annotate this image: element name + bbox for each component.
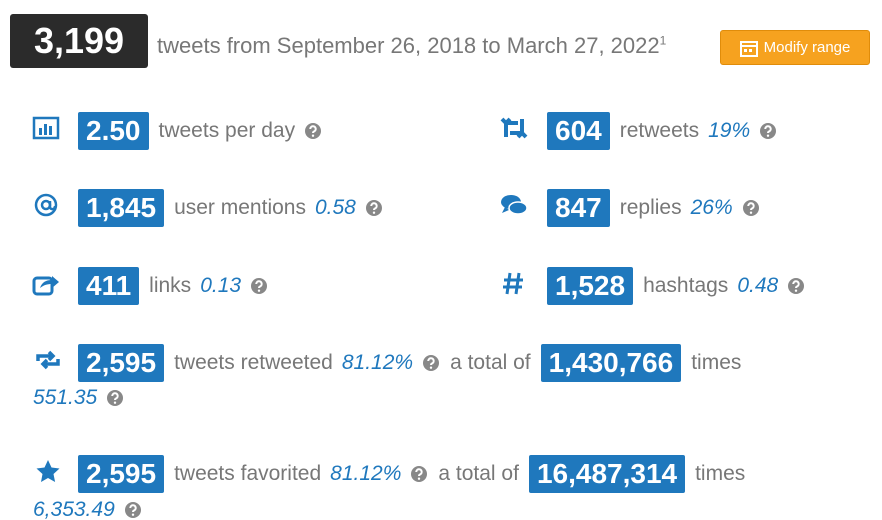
help-icon — [410, 462, 428, 486]
stat-icon — [32, 192, 60, 225]
stat-icon — [34, 458, 62, 491]
stat-icon — [500, 115, 528, 148]
modify-range-button[interactable]: Modify range — [720, 30, 870, 65]
total-text: a total of — [438, 462, 519, 485]
tweet-count: 3,199 — [10, 14, 148, 68]
stat-label: retweets — [619, 119, 700, 142]
stat-value: 1,528 — [547, 267, 634, 305]
stat-ratio: 26% — [690, 196, 733, 219]
stat-row: 1,528 hashtags 0.48 — [547, 267, 805, 305]
total-value: 1,430,766 — [540, 344, 682, 382]
stat-value: 604 — [547, 112, 610, 150]
stat-value: 2,595 — [78, 344, 165, 382]
help-icon — [787, 274, 805, 298]
stat-value: 2.50 — [78, 112, 149, 150]
help-icon — [106, 386, 124, 410]
stat-row: 847 replies 26% — [547, 189, 760, 227]
stat-label: hashtags — [643, 274, 729, 297]
stat-value: 847 — [547, 189, 610, 227]
stat-value: 1,845 — [78, 189, 165, 227]
stat-value: 2,595 — [78, 455, 165, 493]
total-text: a total of — [450, 351, 531, 374]
help-icon — [304, 119, 322, 143]
stat-label: tweets per day — [158, 119, 296, 142]
average: 6,353.49 — [33, 498, 115, 520]
stat-icon — [32, 115, 60, 148]
stat-row: 604 retweets 19% — [547, 112, 777, 150]
help-icon — [365, 196, 383, 220]
average-row: 551.35 — [33, 386, 124, 410]
stat-ratio: 19% — [708, 119, 751, 142]
stat-label: links — [149, 274, 192, 297]
stat-label: tweets favorited — [174, 462, 322, 485]
stat-icon — [500, 192, 528, 225]
stat-row: 1,845 user mentions 0.58 — [78, 189, 383, 227]
stat-ratio: 81.12% — [330, 462, 402, 485]
footnote: 1 — [659, 33, 667, 48]
stat-row: 411 links 0.13 — [78, 267, 268, 305]
wide-row: 2,595 tweets favorited 81.12% a total of 16,… — [78, 455, 745, 493]
calendar-icon — [739, 40, 758, 57]
stat-ratio: 0.58 — [314, 196, 356, 219]
wide-row: 2,595 tweets retweeted 81.12% a total of 1,4… — [78, 344, 741, 382]
stat-value: 411 — [78, 267, 140, 305]
stat-icon — [32, 270, 60, 303]
stat-ratio: 0.48 — [737, 274, 779, 297]
stat-label: replies — [619, 196, 682, 219]
times-label: times — [691, 351, 742, 374]
help-icon — [422, 351, 440, 375]
stat-icon — [500, 270, 528, 303]
stat-icon — [34, 347, 62, 380]
average: 551.35 — [33, 386, 98, 409]
help-icon — [124, 498, 142, 520]
range-label: tweets from September 26, 2018 to March … — [157, 33, 660, 58]
range-text: tweets from September 26, 2018 to March … — [157, 33, 666, 59]
help-icon — [250, 274, 268, 298]
stat-ratio: 0.13 — [200, 274, 242, 297]
average-row: 6,353.49 — [33, 498, 142, 520]
button-label: Modify range — [763, 39, 851, 56]
stat-ratio: 81.12% — [341, 351, 414, 374]
stat-label: tweets retweeted — [174, 351, 333, 374]
total-value: 16,487,314 — [528, 455, 686, 493]
help-icon — [742, 196, 760, 220]
times-label: times — [695, 462, 746, 485]
stat-label: user mentions — [174, 196, 306, 219]
help-icon — [759, 119, 777, 143]
stat-row: 2.50 tweets per day — [78, 112, 322, 150]
